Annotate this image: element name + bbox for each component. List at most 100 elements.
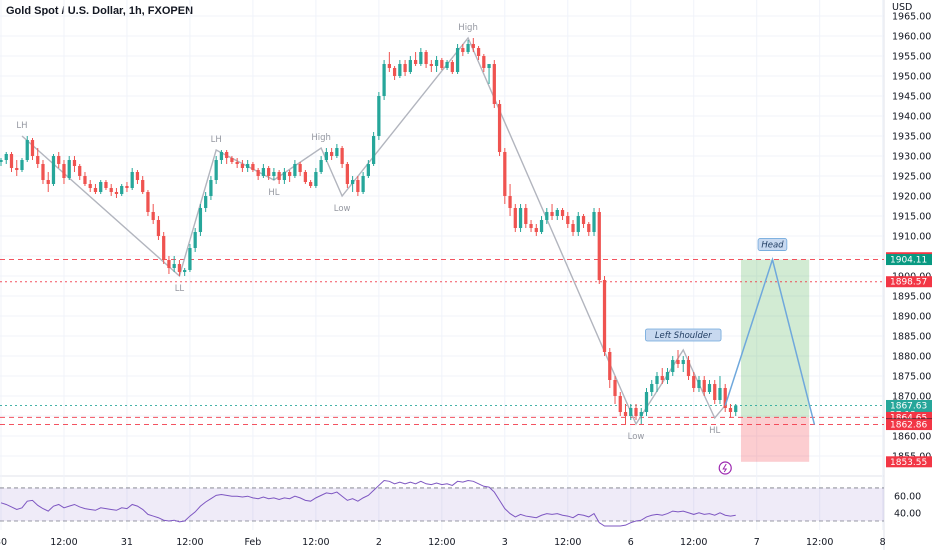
- candle-body: [387, 64, 391, 68]
- candle-body: [135, 172, 140, 180]
- candle-body: [109, 188, 113, 192]
- candle-body: [539, 220, 544, 232]
- candle-body: [319, 160, 323, 172]
- y-tick-label: 1880.00: [892, 352, 931, 363]
- candle-body: [83, 176, 87, 184]
- x-tick-label: 3: [502, 537, 508, 548]
- x-tick-label: 12:00: [554, 537, 581, 548]
- candle-body: [529, 224, 533, 228]
- x-tick-label: 7: [754, 537, 760, 548]
- y-tick-label: 1955.00: [892, 52, 931, 63]
- pattern-tag-label: Head: [761, 241, 784, 251]
- candle-body: [597, 212, 601, 280]
- alert-circle: [718, 461, 732, 475]
- candle-body: [298, 164, 302, 172]
- y-tick-label: 1925.00: [892, 172, 931, 183]
- candle-body: [345, 164, 349, 184]
- price-badge-bg: [886, 254, 932, 266]
- y-tick-label: 1895.00: [892, 292, 931, 303]
- candle-body: [225, 152, 229, 158]
- candle-body: [235, 162, 239, 164]
- head-and-shoulders-projection[interactable]: [724, 256, 816, 425]
- candle-body: [25, 140, 29, 160]
- candle-body: [571, 224, 575, 232]
- zigzag-labels: LH LL LH HL High Low High Low HL: [16, 23, 720, 442]
- pattern-tag-box: [757, 238, 788, 251]
- candle-body: [408, 60, 412, 72]
- candle-body: [634, 408, 638, 416]
- candle-body: [204, 196, 208, 208]
- zigzag-label: High: [311, 133, 331, 143]
- price-badge-bg: [886, 419, 932, 431]
- y-tick-label: 1965.00: [892, 12, 931, 23]
- zigzag-label: LL: [175, 284, 185, 294]
- candle-body: [434, 60, 439, 66]
- candle-body: [487, 64, 491, 68]
- candle-body: [303, 172, 308, 182]
- price-badge-bg: [886, 276, 932, 288]
- candle-body: [146, 192, 150, 212]
- candle-body: [62, 164, 66, 178]
- y-tick-label: 1930.00: [892, 152, 931, 163]
- zigzag-label: Low: [334, 204, 351, 214]
- candle-body: [36, 156, 40, 164]
- candle-body: [240, 164, 245, 168]
- candle-body: [219, 152, 224, 160]
- candle-body: [20, 160, 24, 170]
- candle-body: [660, 376, 664, 380]
- alert-icon[interactable]: [718, 461, 732, 475]
- candle-body: [503, 152, 507, 196]
- candle-body: [728, 408, 733, 412]
- candle-body: [513, 208, 517, 228]
- x-tick-label: 12:00: [176, 537, 203, 548]
- candle-body: [492, 64, 496, 104]
- x-tick-label: 6: [628, 537, 634, 548]
- candle-body: [167, 260, 171, 268]
- candle-body: [686, 360, 691, 376]
- pattern-tag-label: Left Shoulder: [655, 331, 712, 341]
- currency-label: USD: [892, 2, 912, 13]
- x-tick-label: 12:00: [806, 537, 833, 548]
- y-tick-label: 1915.00: [892, 212, 931, 223]
- rsi-tick-label: 40.00: [894, 508, 921, 519]
- candle-body: [639, 412, 643, 416]
- candle-body: [581, 216, 586, 224]
- candle-body: [608, 352, 612, 380]
- y-tick-label: 1875.00: [892, 372, 931, 383]
- candle-body: [324, 152, 329, 160]
- zigzag-label: High: [458, 23, 478, 33]
- candles: [0, 38, 738, 424]
- chart-title: Gold Spot / U.S. Dollar, 1h, FXOPEN: [6, 5, 194, 17]
- alert-bolt: [722, 463, 728, 473]
- candle-body: [602, 280, 607, 352]
- candle-body: [555, 210, 559, 216]
- y-tick-label: 1960.00: [892, 32, 931, 43]
- price-badges: 1904.571904.111898.571867.6327:121864.65…: [886, 252, 932, 468]
- candle-body: [256, 170, 260, 176]
- candle-body: [466, 44, 470, 52]
- candle-body: [576, 216, 580, 232]
- candle-body: [114, 192, 119, 194]
- candle-body: [9, 154, 14, 168]
- candle-body: [246, 164, 250, 168]
- y-tick-label: 1920.00: [892, 192, 931, 203]
- time-axis[interactable]: 30 12:00 31 12:00 Feb 12:00 2 12:00 3 12:00 6 12:00…: [0, 537, 886, 548]
- candle-body: [309, 182, 313, 186]
- candle-body: [655, 376, 659, 384]
- candle-body: [209, 180, 213, 196]
- candle-body: [193, 232, 197, 248]
- candle-body: [120, 186, 124, 194]
- candle-body: [67, 160, 71, 178]
- candle-body: [665, 372, 670, 380]
- price-badge-label: 1853.55: [890, 458, 927, 468]
- candle-body: [482, 56, 486, 68]
- candle-body: [198, 208, 203, 232]
- price-badge-label: 1867.63: [890, 401, 927, 411]
- candle-body: [471, 44, 475, 48]
- candle-body: [413, 60, 418, 64]
- candle-body: [172, 264, 176, 268]
- candle-body: [618, 396, 622, 412]
- candle-body: [713, 384, 717, 400]
- y-tick-label: 1950.00: [892, 72, 931, 83]
